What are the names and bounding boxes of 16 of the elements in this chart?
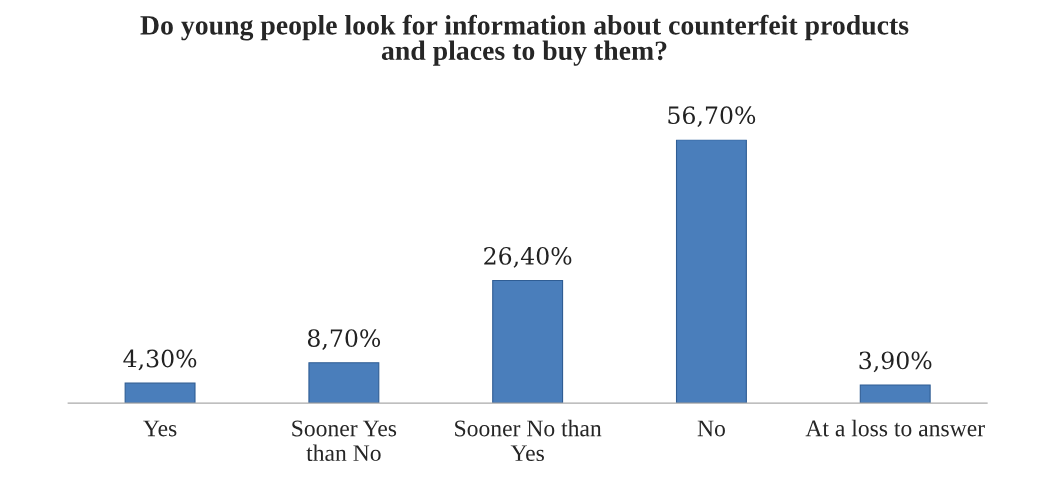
x-tick-label: Sooner Yes than No <box>292 420 397 462</box>
bar <box>124 382 196 404</box>
chart-title: Do young people look for information about counterfeit products and places to buy them? <box>140 14 909 66</box>
bar <box>675 139 747 404</box>
data-label: 26,40% <box>484 246 572 268</box>
data-label: 4,30% <box>123 349 197 371</box>
bar <box>308 362 380 404</box>
bar <box>492 279 564 404</box>
data-label: 3,90% <box>859 351 932 373</box>
x-tick-label: Sooner No than Yes <box>455 419 602 462</box>
x-tick-label: At a loss to answer <box>805 419 985 437</box>
data-label: 8,70% <box>307 329 381 350</box>
x-tick-label: No <box>697 420 725 437</box>
bar <box>859 384 931 404</box>
x-tick-label: Yes <box>143 420 177 437</box>
data-label: 56,70% <box>668 106 756 127</box>
